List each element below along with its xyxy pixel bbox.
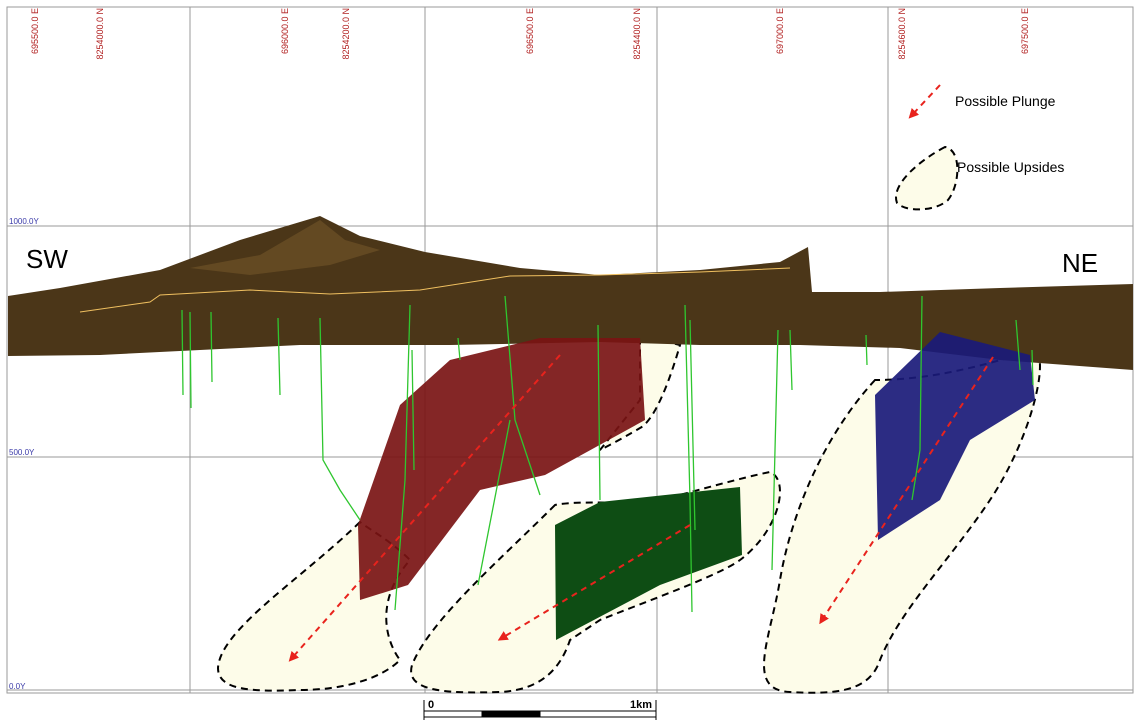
legend-upside-symbol bbox=[894, 145, 959, 211]
scale-label: 0 bbox=[428, 699, 434, 711]
plunge-arrows bbox=[288, 84, 994, 662]
scale-segment bbox=[423, 710, 483, 718]
scale-segment bbox=[481, 710, 541, 718]
scale-bar: 0 1km bbox=[423, 699, 657, 720]
scale-label: 1km bbox=[630, 699, 652, 711]
orebody-blue bbox=[875, 332, 1035, 540]
coordinate-labels: 695500.0 E 8254000.0 N 696000.0 E 825420… bbox=[30, 8, 1030, 60]
orebody-red bbox=[358, 338, 645, 600]
surface-line bbox=[79, 267, 791, 313]
easting-label: 697000.0 E bbox=[775, 8, 785, 54]
plunge-arrow bbox=[288, 354, 561, 662]
direction-label: NE bbox=[1062, 248, 1098, 278]
drill-holes bbox=[181, 295, 1034, 613]
elevation-labels: 1000.0Y 500.0Y 0.0Y bbox=[9, 217, 39, 691]
direction-label: SW bbox=[26, 244, 68, 274]
scale-segment bbox=[539, 710, 657, 718]
elevation-label: 500.0Y bbox=[9, 448, 35, 457]
topography-highlight bbox=[190, 220, 380, 275]
plunge-arrow bbox=[819, 356, 994, 625]
northing-label: 8254400.0 N bbox=[632, 8, 642, 60]
plunge-arrow bbox=[497, 524, 691, 641]
easting-label: 695500.0 E bbox=[30, 8, 40, 54]
drill-hole bbox=[181, 295, 1034, 613]
legend-label: Possible Plunge bbox=[955, 93, 1056, 109]
northing-label: 8254200.0 N bbox=[341, 8, 351, 60]
easting-label: 696500.0 E bbox=[525, 8, 535, 54]
northing-label: 8254600.0 N bbox=[897, 8, 907, 60]
elevation-label: 0.0Y bbox=[9, 682, 26, 691]
elevation-label: 1000.0Y bbox=[9, 217, 39, 226]
legend-label: Possible Upsides bbox=[957, 159, 1064, 175]
easting-label: 697500.0 E bbox=[1020, 8, 1030, 54]
legend-plunge-symbol bbox=[908, 84, 941, 119]
northing-label: 8254000.0 N bbox=[95, 8, 105, 60]
easting-label: 696000.0 E bbox=[280, 8, 290, 54]
